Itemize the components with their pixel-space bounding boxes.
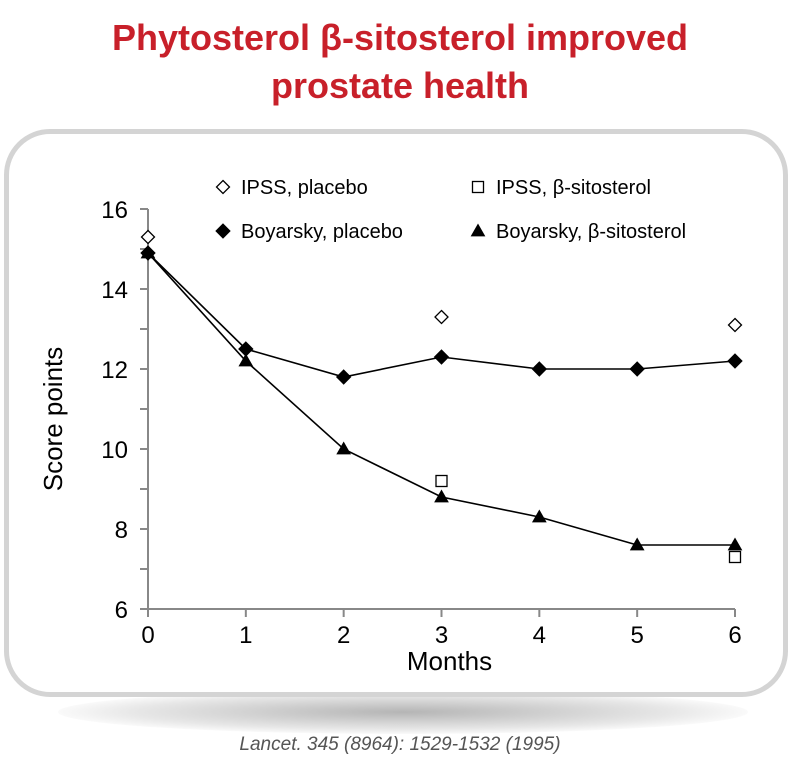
data-point-diamond-open (727, 317, 743, 333)
y-tick-label: 16 (101, 197, 128, 224)
data-point-diamond-filled (727, 353, 743, 369)
data-point-triangle-filled (727, 537, 743, 551)
y-axis-title: Score points (38, 347, 68, 492)
data-point-triangle-filled (531, 509, 547, 523)
x-tick-label: 1 (239, 622, 252, 649)
card-shadow (58, 690, 748, 734)
x-tick-label: 6 (728, 622, 741, 649)
data-point-diamond-filled (629, 361, 645, 377)
chart-title: Phytosterol β-sitosterol improved prosta… (0, 14, 800, 110)
legend-marker-square-open (471, 180, 485, 194)
y-tick-label: 14 (101, 277, 128, 304)
data-point-diamond-open (434, 309, 449, 325)
chart-title-line-1: Phytosterol β-sitosterol improved (111, 17, 689, 58)
legend-label: IPSS, placebo (241, 177, 368, 199)
y-tick-label: 6 (115, 597, 128, 624)
y-tick-label: 10 (101, 437, 128, 464)
legend-marker-diamond-open (215, 179, 231, 195)
data-point-triangle-filled (434, 489, 449, 503)
legend-label: Boyarsky, β-sitosterol (496, 221, 686, 243)
data-point-triangle-filled (140, 245, 156, 259)
data-point-square-open (435, 474, 448, 488)
citation: Lancet. 345 (8964): 1529-1532 (1995) (239, 734, 561, 755)
data-point-diamond-filled (531, 361, 548, 377)
x-tick-label: 5 (630, 622, 643, 649)
data-point-diamond-filled (433, 349, 450, 365)
data-point-diamond-filled (335, 369, 352, 385)
legend: IPSS, placebo IPSS, β-sitosterol Boyarsky,… (215, 177, 686, 243)
x-tick-label: 0 (141, 622, 154, 649)
y-tick-label: 8 (115, 517, 128, 544)
chart-card (4, 129, 788, 697)
data-point-triangle-filled (629, 537, 645, 551)
legend-label: Boyarsky, placebo (241, 221, 403, 243)
legend-label: IPSS, β-sitosterol (496, 177, 651, 199)
data-point-square-open (728, 550, 742, 564)
data-point-triangle-filled (238, 353, 254, 367)
x-tick-label: 4 (533, 622, 546, 649)
legend-marker-triangle-filled (470, 223, 486, 237)
data-point-triangle-filled (336, 441, 352, 455)
x-axis-title: Months (407, 646, 492, 676)
x-tick-label: 3 (435, 622, 448, 649)
chart-title-line-2: prostate health (270, 65, 530, 106)
x-tick-label: 2 (337, 622, 350, 649)
data-point-diamond-open (140, 229, 156, 245)
legend-marker-diamond-filled (215, 223, 231, 239)
series-markers (140, 229, 743, 564)
y-tick-label: 12 (101, 357, 128, 384)
